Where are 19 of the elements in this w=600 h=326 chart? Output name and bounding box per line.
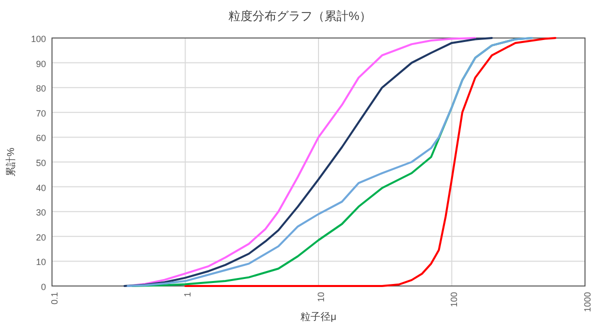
y-tick-label: 30 [36,208,46,218]
y-tick-label: 20 [36,232,46,242]
x-tick-label: 10 [316,292,326,302]
y-tick-label: 80 [36,84,46,94]
y-tick-label: 100 [30,34,46,44]
y-tick-label: 0 [40,282,46,292]
y-tick-label: 50 [36,158,46,168]
y-tick-label: 70 [36,108,46,118]
x-tick-label: 1000 [582,292,592,312]
x-tick-label: 1 [182,292,193,298]
y-tick-label: 40 [36,182,46,193]
y-tick-label: 10 [36,257,46,268]
y-axis-title: 累計% [5,147,17,176]
chart-title: 粒度分布グラフ（累計%） [228,9,372,23]
x-tick-label: 0.1 [49,292,60,305]
y-tick-label: 90 [36,58,46,69]
y-tick-label: 60 [36,133,46,144]
x-axis-title: 粒子径μ [300,312,337,323]
x-tick-label: 100 [449,292,460,308]
